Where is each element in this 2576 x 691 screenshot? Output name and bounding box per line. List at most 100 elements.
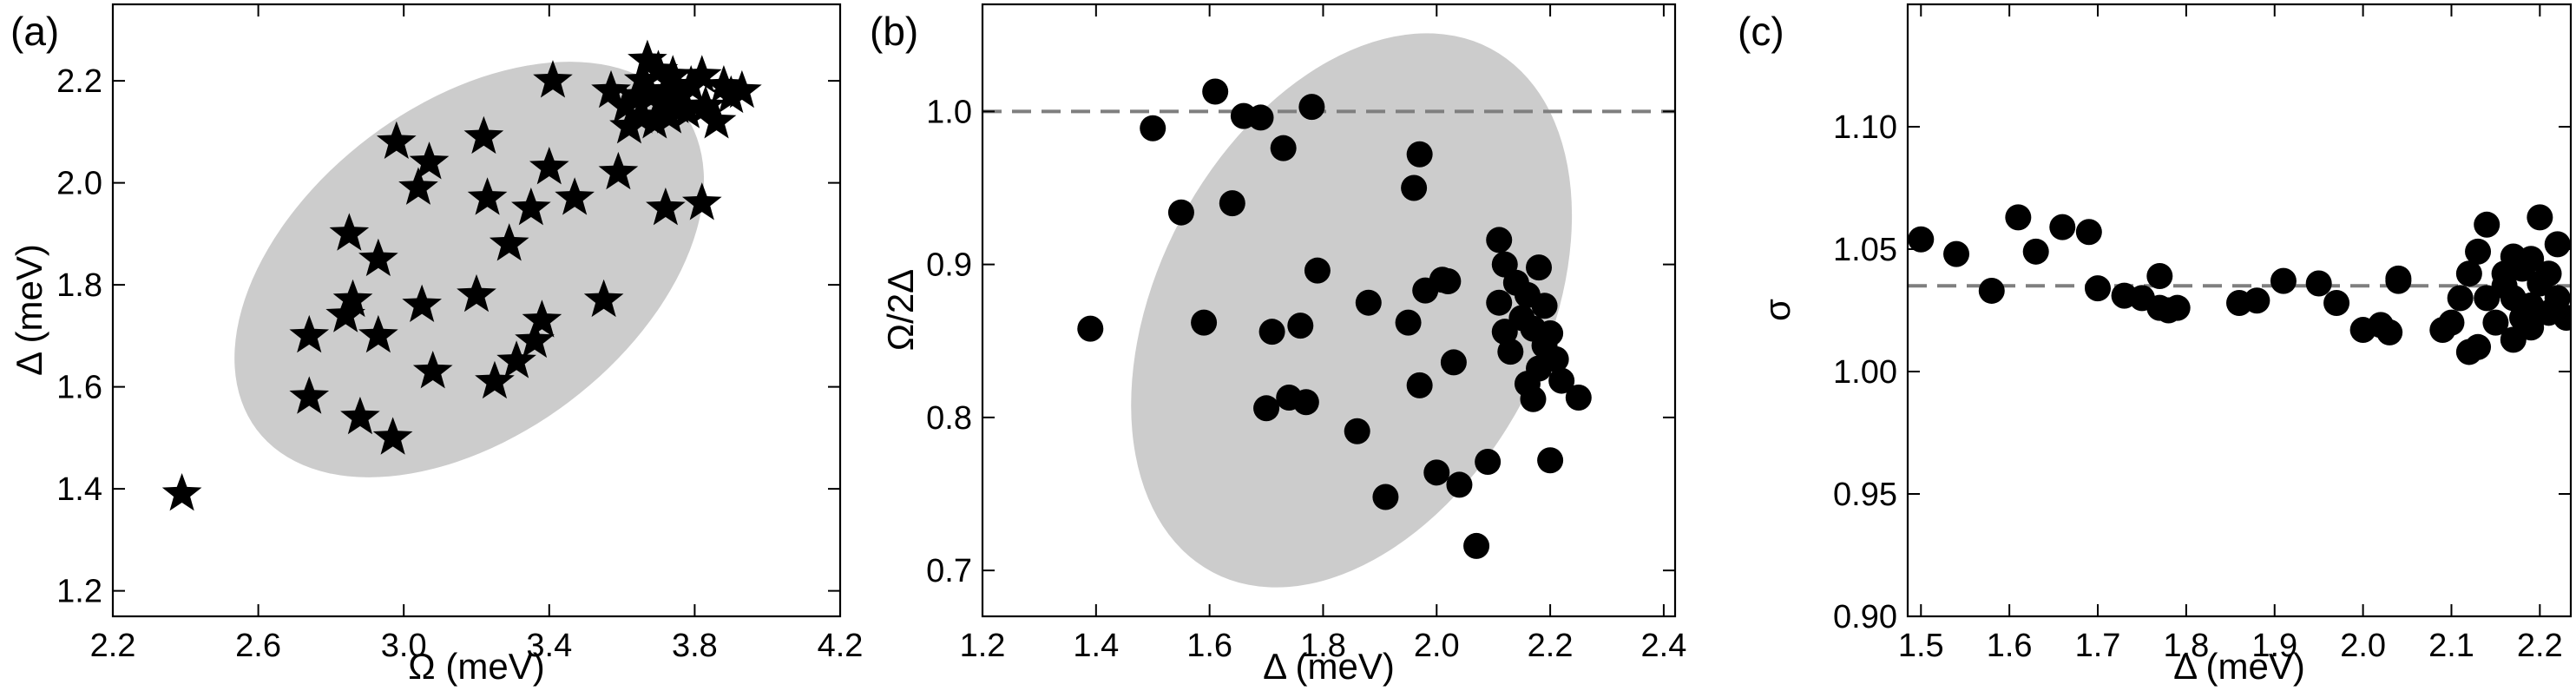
data-point — [1497, 339, 1524, 365]
data-point-star — [628, 39, 667, 78]
data-point — [2146, 263, 2173, 290]
data-point-star — [409, 141, 450, 180]
y-tick-label: 1.00 — [1833, 354, 1897, 391]
data-point — [2447, 285, 2474, 312]
data-point — [1355, 289, 1382, 316]
data-point — [2385, 265, 2412, 292]
data-point — [1526, 254, 1553, 281]
axes-frame — [1906, 3, 2573, 618]
x-axis-label: Δ (meV) — [2173, 646, 2305, 687]
x-tick-label: 2.2 — [2517, 628, 2563, 664]
data-point-star — [511, 188, 551, 226]
data-point — [1140, 115, 1166, 141]
data-point — [1202, 78, 1229, 105]
data-point-star — [340, 396, 380, 435]
data-point — [1219, 190, 1245, 217]
data-point-star — [681, 182, 722, 220]
x-tick-label: 1.6 — [1987, 628, 2033, 664]
data-point — [2376, 319, 2403, 346]
panel-label: (a) — [10, 9, 59, 54]
y-tick-label: 0.7 — [926, 553, 972, 589]
data-point-star — [653, 55, 693, 93]
data-point — [2085, 275, 2112, 302]
y-tick-label: 1.0 — [926, 94, 972, 130]
x-tick-label: 2.2 — [90, 628, 136, 664]
data-point-star — [412, 351, 453, 389]
data-point — [1486, 289, 1513, 316]
data-point — [2164, 294, 2191, 321]
panel-c: 1.5 1.6 1.7 1.8 1.9 2.0 2.1 2.2 0.90 0.95 1.00 1.05… — [1738, 3, 2573, 687]
data-point — [1167, 199, 1194, 226]
axes-frame — [981, 3, 1677, 618]
data-point — [2022, 238, 2049, 265]
data-point — [1395, 309, 1422, 336]
data-point — [2244, 287, 2270, 314]
data-point-star — [722, 69, 762, 109]
data-point-star — [398, 167, 438, 205]
panel-b: 1.2 1.4 1.6 1.8 2.0 2.2 2.4 0.7 0.8 0.9 1.0 Δ (meV)… — [870, 3, 1687, 687]
data-point-star — [496, 340, 536, 378]
data-point-star — [522, 299, 562, 338]
y-tick-label: 1.8 — [56, 267, 102, 304]
data-point — [2527, 204, 2553, 231]
data-point — [1486, 227, 1513, 253]
data-point-star — [620, 95, 660, 134]
data-point-star — [402, 284, 442, 323]
x-axis-label: Ω (meV) — [408, 646, 544, 687]
axes-frame — [111, 3, 842, 618]
data-point-star — [704, 65, 744, 103]
data-point-star — [529, 147, 569, 185]
data-point — [1531, 293, 1558, 319]
data-point-star — [696, 101, 737, 139]
data-point-star — [631, 75, 671, 114]
data-point — [2544, 231, 2571, 258]
data-point-star — [372, 417, 413, 455]
data-point — [1406, 372, 1433, 398]
data-point — [2465, 333, 2492, 360]
plot-area — [982, 33, 1675, 588]
data-point — [2474, 211, 2500, 238]
x-tick-label: 2.4 — [1641, 628, 1687, 664]
x-tick-label: 1.4 — [1073, 628, 1119, 664]
data-point — [1406, 141, 1433, 168]
data-point-star — [671, 65, 712, 103]
data-point — [2544, 285, 2571, 312]
x-tick-label: 2.1 — [2428, 628, 2474, 664]
data-point — [2305, 270, 2332, 297]
data-point — [2075, 219, 2102, 246]
data-point — [1548, 367, 1575, 394]
y-axis-label: σ — [1757, 299, 1797, 321]
data-point-star — [598, 151, 639, 190]
y-axis-label: Δ (meV) — [9, 244, 49, 376]
y-tick-label: 1.6 — [56, 370, 102, 406]
x-tick-label: 1.8 — [1300, 628, 1346, 664]
x-tick-label: 1.8 — [2163, 628, 2209, 664]
data-point-star — [656, 65, 697, 103]
data-point-star — [161, 473, 202, 511]
data-point-star — [463, 115, 504, 155]
x-tick-label: 2.6 — [235, 628, 281, 664]
x-tick-label: 4.2 — [818, 628, 864, 664]
data-point-star — [332, 279, 373, 318]
data-point — [2323, 290, 2350, 317]
x-tick-label: 1.2 — [960, 628, 1006, 664]
data-point-star — [638, 49, 679, 88]
data-point — [1270, 135, 1297, 161]
data-point — [1542, 346, 1569, 372]
y-tick-label: 1.10 — [1833, 109, 1897, 146]
data-point — [2465, 238, 2492, 265]
data-point-star — [605, 85, 646, 123]
x-tick-label: 1.5 — [1898, 628, 1944, 664]
data-point — [1565, 384, 1592, 411]
data-point-star — [489, 223, 529, 261]
data-point-star — [686, 85, 726, 123]
data-point-star — [711, 75, 752, 114]
data-point — [2270, 267, 2297, 294]
data-point-star — [475, 360, 515, 399]
data-point — [1401, 174, 1428, 201]
data-point-star — [358, 314, 398, 353]
data-point-star — [289, 314, 330, 353]
data-point — [2518, 246, 2545, 273]
data-point — [1435, 268, 1462, 295]
